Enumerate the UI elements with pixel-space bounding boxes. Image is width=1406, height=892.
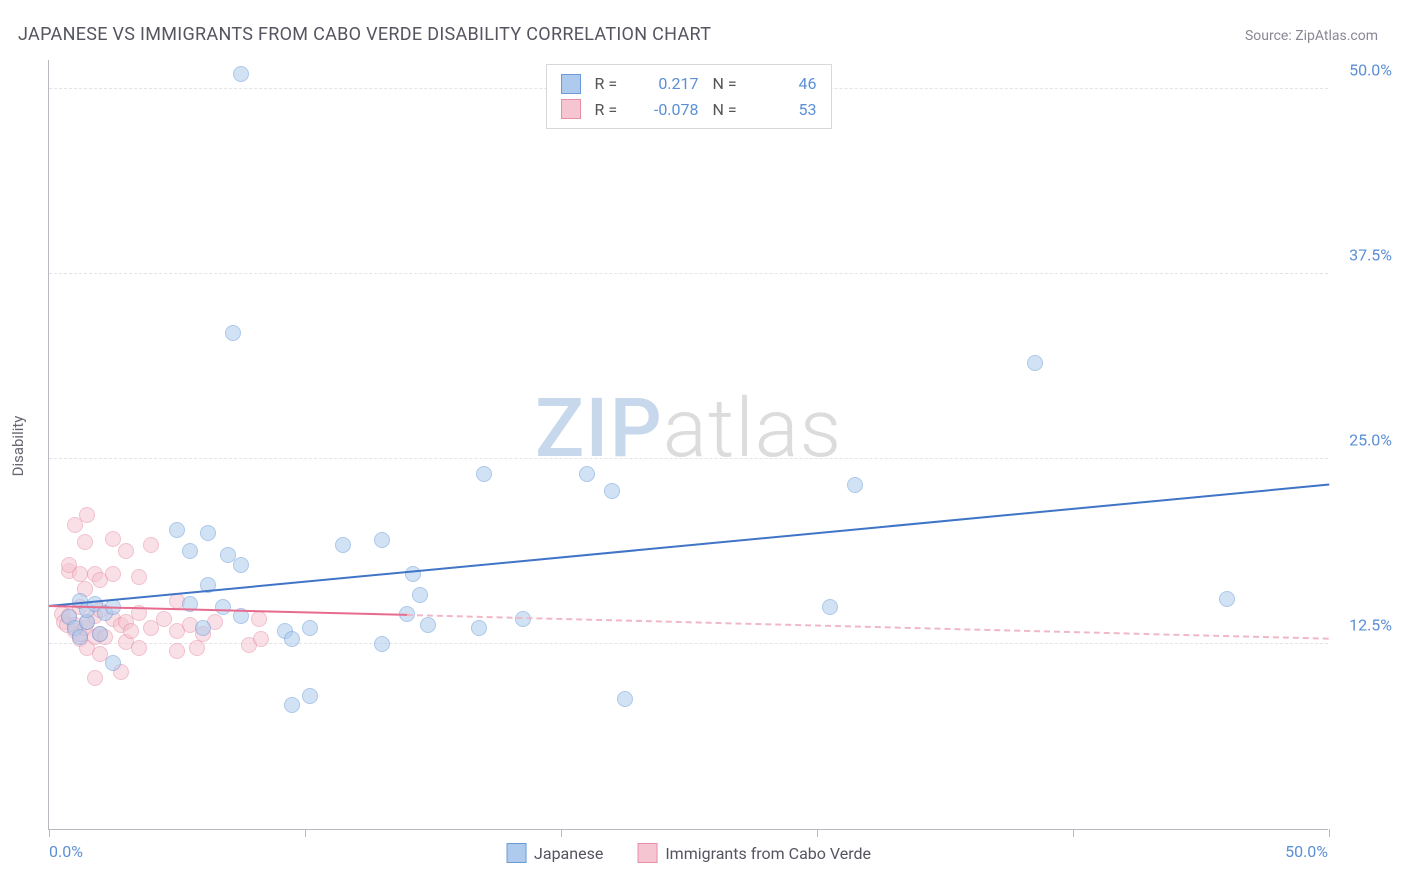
data-point: [374, 636, 390, 652]
data-point: [123, 623, 139, 639]
x-axis-max-label: 50.0%: [1285, 842, 1328, 861]
data-point: [105, 655, 121, 671]
y-tick-label: 37.5%: [1349, 245, 1392, 264]
n-label: N =: [713, 71, 745, 97]
data-point: [579, 466, 595, 482]
data-point: [405, 566, 421, 582]
plot-area: ZIPatlas R = 0.217 N = 46 R = -0.078 N =…: [48, 60, 1328, 830]
x-axis-min-label: 0.0%: [49, 842, 83, 861]
data-point: [335, 537, 351, 553]
data-point: [189, 640, 205, 656]
watermark: ZIPatlas: [535, 381, 842, 477]
data-point: [420, 617, 436, 633]
data-point: [412, 587, 428, 603]
legend-swatch-series-0: [506, 843, 526, 863]
x-tick: [561, 829, 562, 837]
data-point: [251, 611, 267, 627]
data-point: [284, 631, 300, 647]
watermark-atlas: atlas: [663, 381, 842, 477]
data-point: [156, 611, 172, 627]
series-legend-label: Immigrants from Cabo Verde: [665, 844, 871, 863]
gridline: [49, 273, 1328, 274]
series-legend-item: Japanese: [506, 843, 603, 863]
correlation-legend-row: R = 0.217 N = 46: [561, 71, 817, 97]
data-point: [847, 477, 863, 493]
legend-swatch-series-1: [561, 99, 581, 119]
trend-line: [407, 614, 1329, 640]
correlation-legend: R = 0.217 N = 46 R = -0.078 N = 53: [546, 64, 832, 129]
data-point: [92, 626, 108, 642]
r-label: R =: [595, 71, 627, 97]
gridline: [49, 458, 1328, 459]
data-point: [131, 640, 147, 656]
data-point: [72, 566, 88, 582]
data-point: [105, 531, 121, 547]
data-point: [1027, 355, 1043, 371]
data-point: [195, 620, 211, 636]
watermark-zip: ZIP: [535, 381, 663, 477]
x-tick: [1073, 829, 1074, 837]
source-attribution: Source: ZipAtlas.com: [1245, 28, 1378, 44]
data-point: [225, 325, 241, 341]
data-point: [284, 697, 300, 713]
r-value-1: -0.078: [641, 97, 699, 123]
r-value-0: 0.217: [641, 71, 699, 97]
data-point: [105, 566, 121, 582]
data-point: [215, 599, 231, 615]
trend-line: [49, 483, 1329, 606]
chart-container: JAPANESE VS IMMIGRANTS FROM CABO VERDE D…: [0, 0, 1406, 892]
n-label: N =: [713, 97, 745, 123]
y-tick-label: 12.5%: [1349, 615, 1392, 634]
y-tick-label: 50.0%: [1349, 60, 1392, 79]
data-point: [302, 688, 318, 704]
n-value-0: 46: [759, 71, 817, 97]
correlation-legend-row: R = -0.078 N = 53: [561, 97, 817, 123]
data-point: [233, 557, 249, 573]
data-point: [77, 534, 93, 550]
data-point: [471, 620, 487, 636]
data-point: [253, 631, 269, 647]
data-point: [143, 537, 159, 553]
data-point: [79, 507, 95, 523]
data-point: [617, 691, 633, 707]
data-point: [374, 532, 390, 548]
data-point: [131, 569, 147, 585]
n-value-1: 53: [759, 97, 817, 123]
series-legend-item: Immigrants from Cabo Verde: [637, 843, 871, 863]
y-axis-title: Disability: [9, 416, 27, 477]
data-point: [87, 670, 103, 686]
data-point: [169, 643, 185, 659]
data-point: [200, 525, 216, 541]
x-tick: [49, 829, 50, 837]
data-point: [822, 599, 838, 615]
x-tick: [1329, 829, 1330, 837]
x-tick: [817, 829, 818, 837]
series-legend-label: Japanese: [534, 844, 603, 863]
data-point: [233, 66, 249, 82]
data-point: [1219, 591, 1235, 607]
data-point: [476, 466, 492, 482]
data-point: [72, 629, 88, 645]
data-point: [604, 483, 620, 499]
legend-swatch-series-1: [637, 843, 657, 863]
data-point: [182, 543, 198, 559]
series-legend: Japanese Immigrants from Cabo Verde: [506, 843, 871, 863]
chart-title: JAPANESE VS IMMIGRANTS FROM CABO VERDE D…: [18, 24, 711, 45]
r-label: R =: [595, 97, 627, 123]
legend-swatch-series-0: [561, 74, 581, 94]
data-point: [169, 522, 185, 538]
data-point: [118, 543, 134, 559]
data-point: [302, 620, 318, 636]
x-tick: [305, 829, 306, 837]
y-tick-label: 25.0%: [1349, 430, 1392, 449]
